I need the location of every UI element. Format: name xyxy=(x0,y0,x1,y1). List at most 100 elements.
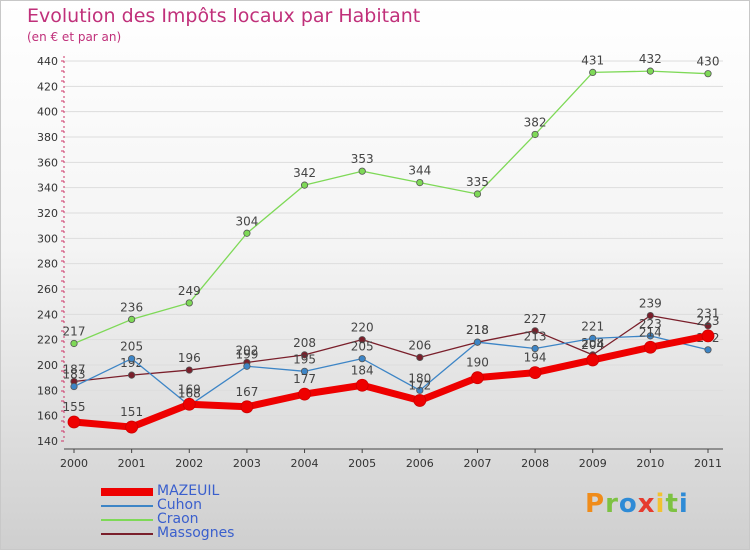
y-tick-label: 440 xyxy=(37,55,58,68)
data-point-craon xyxy=(243,229,251,237)
data-label-cuhon: 195 xyxy=(293,352,316,366)
data-label-mazeuil: 151 xyxy=(120,405,143,419)
data-label-massognes: 218 xyxy=(466,323,489,337)
data-label-mazeuil: 172 xyxy=(408,378,431,392)
data-point-mazeuil xyxy=(471,371,484,385)
series-line-mazeuil xyxy=(70,332,712,431)
data-point-mazeuil xyxy=(528,366,542,380)
legend-label: Cuhon xyxy=(157,497,202,513)
data-label-massognes: 220 xyxy=(351,321,374,335)
legend-swatch xyxy=(101,533,153,535)
data-point-cuhon xyxy=(704,346,712,354)
data-point-cuhon xyxy=(70,382,78,391)
data-label-cuhon: 168 xyxy=(178,387,201,401)
data-label-craon: 344 xyxy=(408,164,431,178)
series-line-massognes xyxy=(73,314,709,383)
data-label-massognes: 192 xyxy=(120,356,143,370)
chart-subtitle: (en € et par an) xyxy=(27,30,122,44)
data-label-massognes: 196 xyxy=(178,351,201,365)
data-point-massognes xyxy=(646,311,654,320)
data-label-cuhon: 218 xyxy=(466,323,489,337)
logo-letter: t xyxy=(665,489,679,519)
data-point-massognes xyxy=(358,336,366,344)
data-point-cuhon xyxy=(128,355,136,363)
legend-label: Craon xyxy=(157,511,199,527)
data-label-mazeuil: 194 xyxy=(524,351,547,365)
logo-letter: i xyxy=(655,489,666,519)
data-label-mazeuil: 223 xyxy=(697,314,720,328)
y-tick-label: 280 xyxy=(37,258,58,271)
legend-swatch xyxy=(101,488,153,496)
legend-label: Massognes xyxy=(157,525,235,541)
data-point-mazeuil xyxy=(701,329,715,343)
x-tick-label: 2010 xyxy=(636,457,664,470)
data-point-mazeuil xyxy=(67,415,81,429)
data-label-massognes: 231 xyxy=(697,307,720,321)
data-point-cuhon xyxy=(646,332,654,340)
data-label-craon: 217 xyxy=(63,324,86,338)
data-label-cuhon: 183 xyxy=(63,368,86,382)
y-tick-label: 140 xyxy=(37,435,58,448)
y-tick-label: 420 xyxy=(37,80,58,93)
data-label-craon: 382 xyxy=(524,115,547,129)
data-label-massognes: 187 xyxy=(63,362,86,376)
y-tick-label: 320 xyxy=(37,207,58,220)
data-point-mazeuil xyxy=(413,394,427,407)
data-point-cuhon xyxy=(243,362,251,370)
y-tick-label: 180 xyxy=(37,384,58,397)
y-tick-label: 200 xyxy=(37,359,58,372)
data-label-massognes: 227 xyxy=(524,312,547,326)
data-point-cuhon xyxy=(531,344,539,353)
data-point-massognes xyxy=(185,366,193,374)
data-label-mazeuil: 169 xyxy=(178,382,201,396)
data-point-massognes xyxy=(300,351,309,359)
data-label-craon: 236 xyxy=(120,300,143,314)
data-point-massognes xyxy=(416,353,424,361)
x-tick-label: 2007 xyxy=(463,457,491,470)
data-point-mazeuil xyxy=(298,387,311,401)
data-point-craon xyxy=(416,179,424,187)
legend-swatch xyxy=(101,519,153,521)
data-point-massognes xyxy=(704,322,712,330)
data-label-mazeuil: 204 xyxy=(581,338,604,352)
data-label-craon: 304 xyxy=(235,214,258,228)
data-label-cuhon: 205 xyxy=(351,340,374,354)
series-line-cuhon xyxy=(73,335,709,407)
y-tick-label: 260 xyxy=(37,283,58,296)
data-label-cuhon: 180 xyxy=(408,371,431,385)
chart-title: Evolution des Impôts locaux par Habitant xyxy=(27,5,421,27)
data-label-cuhon: 205 xyxy=(120,340,143,354)
data-point-cuhon xyxy=(300,367,309,375)
data-point-cuhon xyxy=(416,386,424,394)
y-tick-label: 400 xyxy=(37,106,58,119)
data-label-massognes: 208 xyxy=(293,336,316,350)
data-point-craon xyxy=(300,181,309,189)
logo-letter: o xyxy=(618,489,638,519)
data-label-mazeuil: 167 xyxy=(235,385,258,399)
data-label-cuhon: 223 xyxy=(639,317,662,331)
logo-letter: i xyxy=(678,489,689,519)
data-point-mazeuil xyxy=(182,397,196,411)
legend-swatch xyxy=(101,505,153,507)
data-label-craon: 430 xyxy=(697,55,720,69)
x-tick-label: 2003 xyxy=(233,457,261,470)
data-label-mazeuil: 184 xyxy=(351,363,374,377)
x-tick-label: 2002 xyxy=(175,457,203,470)
data-point-craon xyxy=(185,299,193,307)
y-tick-label: 240 xyxy=(37,308,58,321)
data-label-mazeuil: 190 xyxy=(466,356,489,370)
data-label-mazeuil: 214 xyxy=(639,325,662,339)
x-tick-label: 2004 xyxy=(291,457,319,470)
data-point-massognes xyxy=(128,371,136,379)
data-point-cuhon xyxy=(473,338,482,346)
data-point-mazeuil xyxy=(125,420,139,434)
x-tick-label: 2000 xyxy=(60,457,88,470)
data-point-craon xyxy=(473,190,482,198)
x-tick-label: 2005 xyxy=(348,457,376,470)
y-tick-label: 340 xyxy=(37,182,58,195)
data-label-massognes: 239 xyxy=(639,297,662,311)
data-point-mazeuil xyxy=(586,353,600,367)
data-label-craon: 335 xyxy=(466,175,489,189)
logo-letter: P xyxy=(585,489,606,519)
